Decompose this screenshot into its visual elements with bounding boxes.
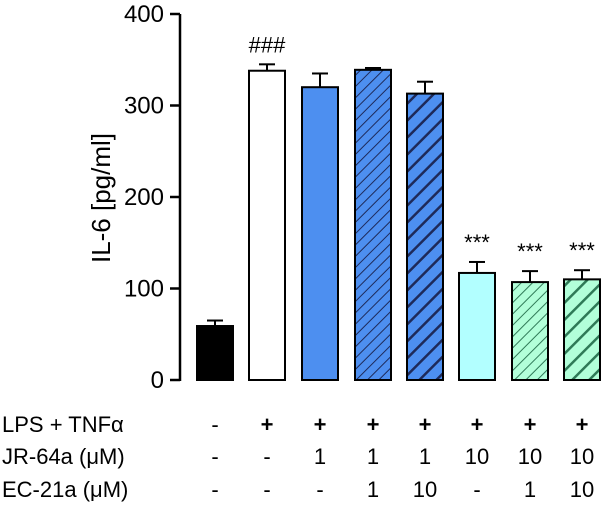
condition-row-label: EC-21a (μM) (2, 477, 128, 502)
bar (563, 278, 601, 382)
y-tick-label: 400 (124, 1, 164, 28)
bars: ### *** *** *** (196, 32, 601, 382)
condition-value: 10 (465, 444, 489, 469)
condition-value: 10 (518, 444, 542, 469)
condition-value: 10 (413, 477, 437, 502)
condition-value: - (316, 477, 323, 502)
significance-label: *** (464, 230, 490, 255)
condition-value: 10 (570, 444, 594, 469)
y-tick-label: 0 (151, 367, 164, 394)
condition-value: + (576, 412, 589, 437)
significance-label: ### (249, 32, 286, 57)
condition-row-label: JR-64a (μM) (2, 444, 125, 469)
condition-value: + (419, 412, 432, 437)
y-axis-title: IL-6 [pg/ml] (86, 133, 116, 263)
condition-row-label: LPS + TNFα (2, 412, 124, 437)
condition-value: 1 (367, 477, 379, 502)
bar (354, 68, 392, 381)
bar (196, 325, 234, 382)
y-tick-label: 200 (124, 184, 164, 211)
significance-label: *** (517, 239, 543, 264)
y-tick-label: 300 (124, 93, 164, 120)
condition-table: LPS + TNFα - + + + + + + + JR-64a (μM) - - 1 1 1 10 10 10… (2, 412, 594, 502)
bar (458, 271, 496, 382)
condition-value: - (211, 412, 218, 437)
bar (406, 92, 444, 381)
condition-value: - (263, 477, 270, 502)
condition-value: + (314, 412, 327, 437)
bar (301, 86, 339, 381)
y-tick-label: 100 (124, 276, 164, 303)
condition-value: - (211, 477, 218, 502)
y-ticks: 0 100 200 300 400 (124, 1, 180, 394)
significance-label: *** (569, 238, 595, 263)
condition-value: 10 (570, 477, 594, 502)
condition-value: + (471, 412, 484, 437)
condition-value: 1 (314, 444, 326, 469)
bar (248, 69, 286, 381)
condition-value: + (261, 412, 274, 437)
condition-value: + (524, 412, 537, 437)
condition-value: 1 (419, 444, 431, 469)
condition-value: + (367, 412, 380, 437)
condition-value: 1 (524, 477, 536, 502)
condition-value: - (211, 444, 218, 469)
bar (511, 281, 549, 381)
condition-value: - (263, 444, 270, 469)
condition-value: 1 (367, 444, 379, 469)
condition-value: - (473, 477, 480, 502)
